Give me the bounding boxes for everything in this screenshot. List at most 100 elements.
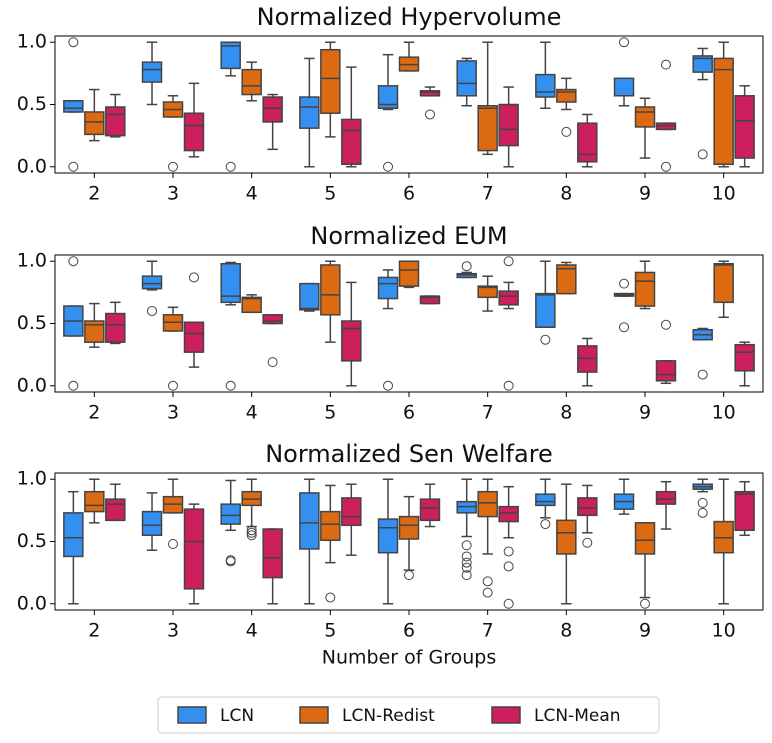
flier bbox=[246, 530, 257, 541]
flier bbox=[461, 551, 472, 562]
flier bbox=[561, 126, 572, 137]
box bbox=[341, 118, 362, 166]
flier bbox=[619, 278, 630, 289]
x-tick-label: 7 bbox=[482, 620, 494, 642]
flier bbox=[68, 37, 79, 48]
x-tick-label: 3 bbox=[167, 620, 179, 642]
flier bbox=[503, 598, 514, 609]
box bbox=[634, 106, 656, 128]
flier bbox=[383, 380, 394, 391]
flier bbox=[325, 592, 336, 603]
flier bbox=[503, 380, 514, 391]
y-tick-label: 1.0 bbox=[17, 250, 47, 272]
x-tick-label: 6 bbox=[403, 402, 415, 424]
x-tick-label: 6 bbox=[403, 183, 415, 205]
box bbox=[419, 295, 441, 305]
flier bbox=[461, 540, 472, 551]
box bbox=[734, 95, 755, 159]
box bbox=[477, 285, 498, 299]
box bbox=[613, 77, 635, 97]
y-tick-label: 0.0 bbox=[17, 374, 47, 396]
y-tick-label: 0.0 bbox=[17, 155, 47, 177]
flier bbox=[424, 109, 435, 120]
box bbox=[141, 275, 163, 290]
x-tick-label: 10 bbox=[712, 183, 736, 205]
box bbox=[535, 493, 556, 507]
flier bbox=[168, 161, 178, 172]
flier bbox=[188, 272, 199, 283]
box bbox=[419, 498, 441, 522]
box bbox=[63, 100, 84, 113]
flier bbox=[404, 570, 414, 581]
x-tick-label: 4 bbox=[246, 183, 258, 205]
x-tick-label: 7 bbox=[482, 183, 494, 205]
flier bbox=[697, 149, 708, 160]
box bbox=[63, 512, 84, 558]
box bbox=[84, 490, 105, 513]
flier bbox=[147, 306, 158, 317]
box bbox=[419, 90, 441, 97]
box bbox=[713, 262, 734, 304]
flier bbox=[461, 261, 472, 272]
x-tick-label: 5 bbox=[324, 620, 336, 642]
box bbox=[183, 112, 205, 152]
box bbox=[477, 104, 498, 152]
box bbox=[498, 103, 519, 147]
box bbox=[320, 264, 341, 316]
box bbox=[556, 519, 577, 555]
box bbox=[262, 314, 283, 325]
box bbox=[183, 508, 205, 590]
axes-frame bbox=[54, 254, 764, 393]
box bbox=[556, 264, 577, 295]
y-tick-label: 1.0 bbox=[17, 31, 47, 53]
box bbox=[299, 282, 320, 311]
box bbox=[241, 296, 262, 314]
flier bbox=[225, 380, 236, 391]
flier bbox=[267, 357, 278, 368]
flier bbox=[246, 527, 257, 538]
legend-swatch bbox=[177, 706, 207, 724]
box bbox=[377, 85, 399, 109]
box bbox=[320, 510, 341, 542]
flier bbox=[68, 380, 79, 391]
box bbox=[183, 321, 205, 353]
flier bbox=[482, 587, 493, 598]
x-tick-label: 2 bbox=[88, 620, 100, 642]
x-tick-label: 7 bbox=[482, 402, 494, 424]
flier bbox=[503, 546, 514, 557]
box bbox=[398, 260, 420, 287]
x-axis-label: Number of Groups bbox=[322, 647, 496, 669]
axes-frame bbox=[54, 472, 764, 611]
flier bbox=[697, 507, 708, 518]
box bbox=[734, 343, 755, 372]
x-tick-label: 3 bbox=[167, 402, 179, 424]
legend-swatch bbox=[491, 706, 521, 724]
flier bbox=[619, 322, 630, 333]
y-tick-label: 0.5 bbox=[17, 93, 47, 115]
box bbox=[655, 360, 677, 382]
flier bbox=[246, 525, 257, 536]
box bbox=[84, 320, 105, 343]
flier bbox=[461, 562, 472, 573]
flier bbox=[660, 59, 671, 70]
box bbox=[105, 312, 126, 343]
chart-title: Normalized EUM bbox=[310, 222, 507, 250]
flier bbox=[461, 557, 472, 568]
box bbox=[220, 41, 241, 70]
x-tick-label: 3 bbox=[167, 183, 179, 205]
x-tick-label: 5 bbox=[324, 402, 336, 424]
box bbox=[241, 68, 262, 96]
flier bbox=[503, 561, 514, 572]
box bbox=[713, 57, 734, 166]
box bbox=[341, 320, 362, 362]
legend-label: LCN bbox=[220, 706, 254, 726]
flier bbox=[540, 334, 551, 345]
flier bbox=[619, 37, 630, 48]
box bbox=[262, 96, 283, 123]
box bbox=[634, 271, 656, 307]
flier bbox=[697, 369, 708, 380]
box bbox=[220, 503, 241, 525]
box bbox=[377, 518, 399, 554]
box bbox=[577, 497, 598, 517]
y-tick-label: 0.0 bbox=[17, 592, 47, 614]
